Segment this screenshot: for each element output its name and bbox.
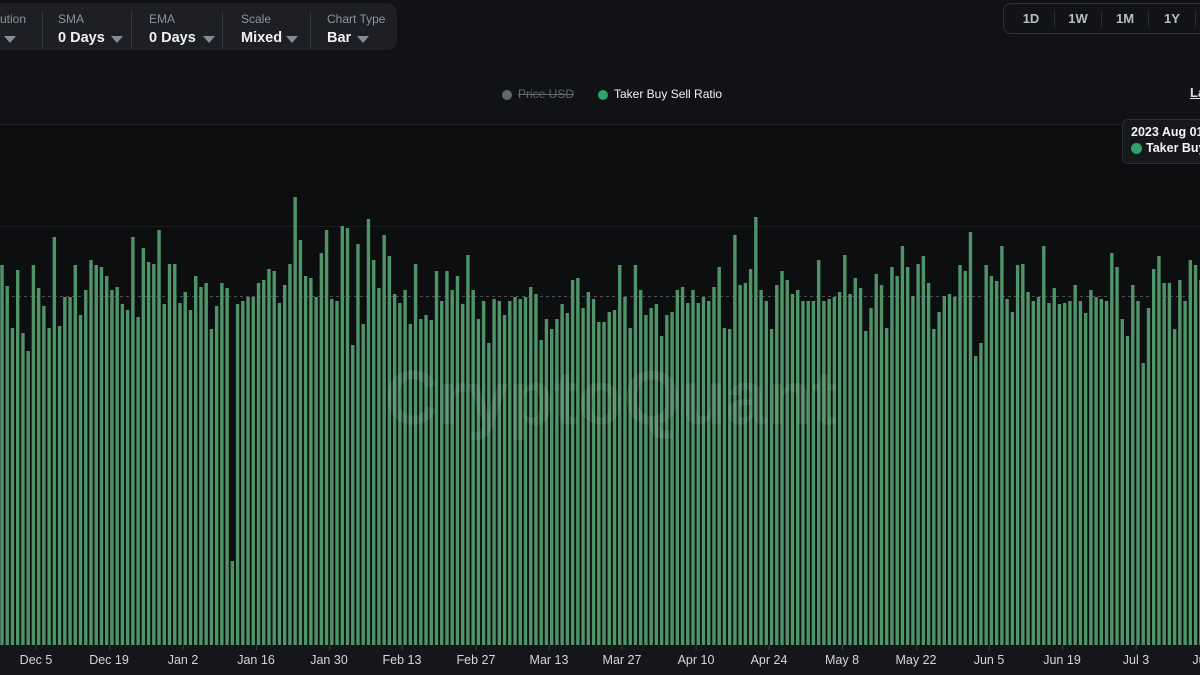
svg-text:CryptoQuant: CryptoQuant	[385, 356, 837, 441]
